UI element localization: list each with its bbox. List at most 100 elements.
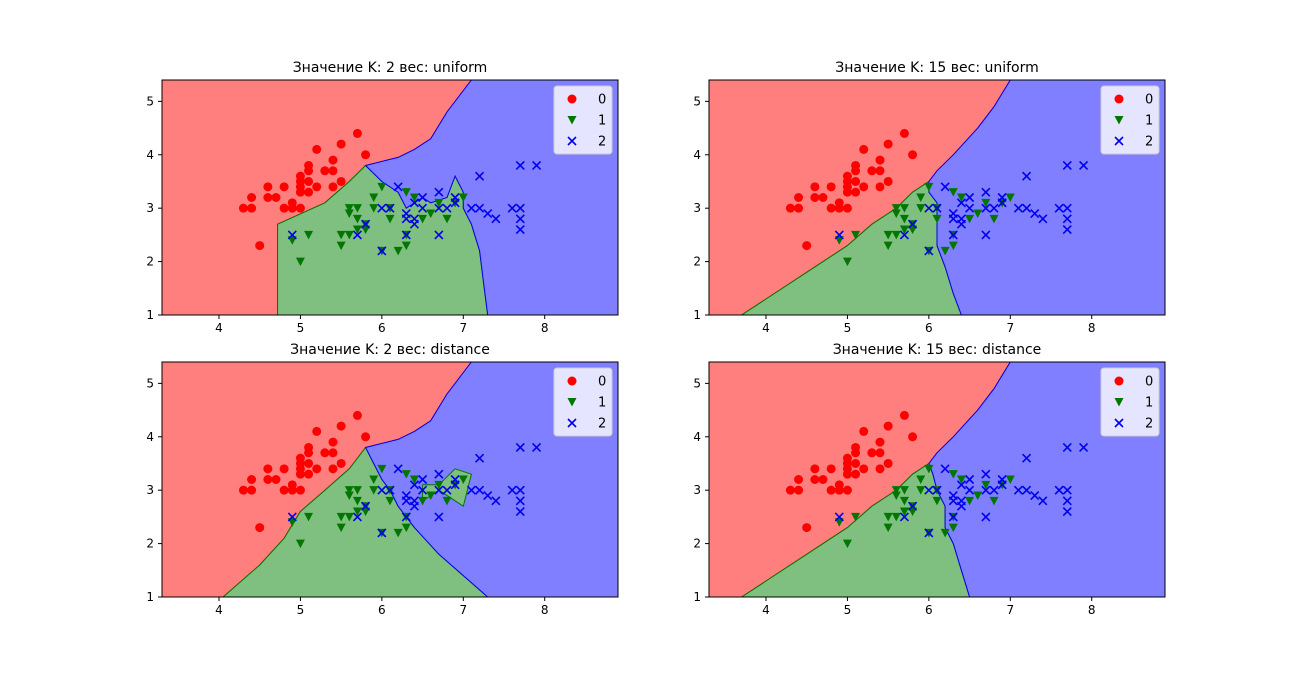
series-class-0 bbox=[238, 128, 371, 251]
point-class-2 bbox=[434, 469, 444, 479]
point-class-0 bbox=[320, 166, 330, 176]
point-class-2 bbox=[434, 512, 444, 522]
point-class-2 bbox=[377, 485, 387, 495]
point-class-1 bbox=[295, 539, 305, 549]
legend-label: 0 bbox=[1145, 93, 1153, 108]
point-class-2 bbox=[475, 485, 485, 495]
point-class-1 bbox=[352, 507, 362, 517]
point-class-2 bbox=[932, 203, 942, 213]
point-class-2 bbox=[442, 485, 452, 495]
point-class-1 bbox=[458, 193, 468, 202]
point-class-2 bbox=[401, 490, 411, 501]
point-class-0 bbox=[826, 464, 836, 474]
point-class-2 bbox=[287, 512, 297, 522]
point-class-1 bbox=[948, 523, 958, 533]
point-class-2 bbox=[515, 496, 525, 506]
point-class-2 bbox=[1022, 485, 1032, 495]
subplot-4: 4 5 6 7 8 1 2 3 4 5 Значение K: 15 вес: distance 0 1… bbox=[693, 342, 1166, 617]
point-class-0 bbox=[883, 458, 893, 468]
point-class-0 bbox=[328, 182, 338, 192]
point-class-1 bbox=[385, 496, 395, 506]
point-class-1 bbox=[956, 193, 966, 202]
point-class-1 bbox=[916, 486, 926, 495]
legend: 0 1 2 bbox=[1100, 367, 1160, 437]
point-class-1 bbox=[899, 496, 909, 506]
legend-label: 0 bbox=[1145, 375, 1153, 390]
point-class-2 bbox=[507, 203, 517, 213]
point-class-0 bbox=[336, 421, 346, 431]
point-class-2 bbox=[393, 464, 403, 474]
point-class-1 bbox=[981, 480, 991, 490]
point-class-0 bbox=[279, 203, 289, 213]
point-class-2 bbox=[515, 506, 525, 517]
y-tick-label: 1 bbox=[146, 590, 154, 604]
point-class-2 bbox=[981, 187, 991, 197]
point-class-2 bbox=[1030, 208, 1040, 219]
point-class-2 bbox=[956, 198, 966, 208]
point-class-2 bbox=[997, 474, 1007, 485]
point-class-1 bbox=[916, 204, 926, 213]
point-class-2 bbox=[981, 230, 991, 240]
point-class-2 bbox=[401, 230, 411, 240]
point-class-1 bbox=[908, 225, 918, 235]
point-class-0 bbox=[842, 453, 852, 463]
point-class-1 bbox=[304, 512, 314, 522]
point-class-2 bbox=[924, 485, 934, 495]
point-class-2 bbox=[899, 512, 909, 522]
point-class-1 bbox=[458, 475, 468, 484]
point-class-1 bbox=[393, 528, 403, 538]
point-class-1 bbox=[377, 182, 387, 192]
point-class-0 bbox=[883, 139, 893, 149]
point-class-1 bbox=[1005, 475, 1015, 484]
y-tick-label: 5 bbox=[146, 94, 154, 108]
point-class-0 bbox=[255, 241, 265, 251]
legend-label: 2 bbox=[1145, 417, 1153, 432]
point-class-1 bbox=[883, 241, 893, 251]
point-class-0 bbox=[875, 182, 885, 192]
point-class-0 bbox=[295, 171, 305, 181]
point-class-0 bbox=[908, 432, 918, 442]
x-tick-label: 5 bbox=[844, 603, 852, 617]
point-class-0 bbox=[826, 203, 836, 213]
point-class-1 bbox=[842, 539, 852, 549]
point-class-2 bbox=[948, 208, 958, 219]
legend-marker-circle bbox=[1114, 376, 1124, 386]
point-class-2 bbox=[965, 474, 975, 485]
legend-marker-x bbox=[1114, 136, 1124, 146]
point-class-0 bbox=[352, 128, 362, 138]
point-class-2 bbox=[989, 203, 999, 213]
point-class-1 bbox=[361, 225, 371, 235]
point-class-2 bbox=[418, 203, 428, 213]
point-class-2 bbox=[483, 208, 493, 219]
legend: 0 1 2 bbox=[553, 85, 613, 155]
point-class-2 bbox=[401, 512, 411, 522]
point-class-0 bbox=[834, 485, 844, 495]
legend-label: 2 bbox=[1145, 135, 1153, 150]
point-class-1 bbox=[924, 182, 934, 192]
point-class-0 bbox=[859, 182, 869, 192]
point-class-0 bbox=[271, 193, 281, 202]
point-class-0 bbox=[859, 144, 869, 154]
x-tick-label: 5 bbox=[297, 603, 305, 617]
point-class-0 bbox=[810, 193, 820, 202]
point-class-0 bbox=[361, 432, 371, 442]
x-tick-label: 7 bbox=[459, 603, 467, 617]
x-tick-label: 8 bbox=[541, 603, 549, 617]
point-class-0 bbox=[263, 464, 273, 474]
point-class-0 bbox=[352, 410, 362, 420]
point-class-0 bbox=[312, 182, 322, 192]
point-class-2 bbox=[1062, 506, 1072, 517]
point-class-0 bbox=[287, 485, 297, 495]
point-class-2 bbox=[475, 203, 485, 213]
point-class-2 bbox=[385, 485, 395, 495]
point-class-2 bbox=[532, 160, 542, 171]
point-class-2 bbox=[1030, 490, 1040, 501]
point-class-0 bbox=[875, 437, 885, 447]
y-tick-label: 2 bbox=[693, 537, 701, 551]
point-class-0 bbox=[247, 203, 257, 213]
point-class-0 bbox=[875, 448, 885, 458]
point-class-1 bbox=[393, 246, 403, 256]
point-class-2 bbox=[515, 485, 525, 495]
point-class-1 bbox=[344, 209, 354, 219]
